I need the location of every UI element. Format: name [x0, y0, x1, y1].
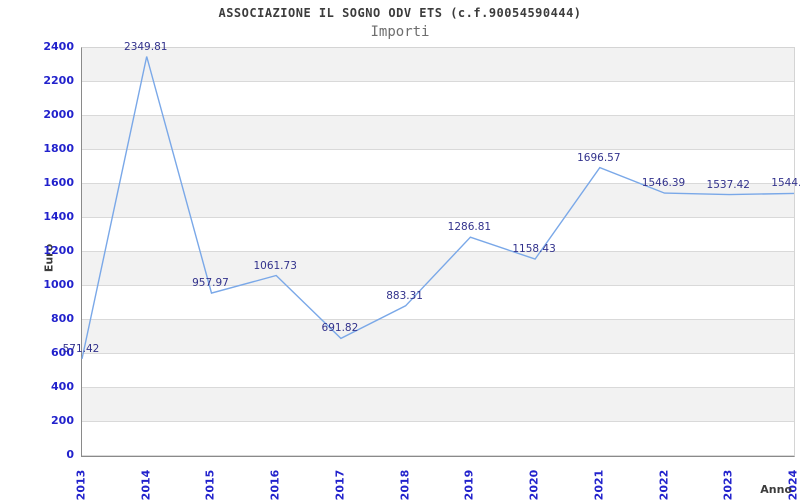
chart-title: ASSOCIAZIONE IL SOGNO ODV ETS (c.f.90054…	[218, 6, 582, 20]
data-point-label: 1696.57	[577, 151, 621, 164]
data-point-label: 1286.81	[447, 221, 492, 234]
plot-area	[81, 47, 795, 457]
y-tick-label: 2000	[43, 108, 74, 121]
y-tick-label: 1800	[43, 142, 74, 155]
line-series-svg	[81, 56, 795, 360]
y-tick-label: 400	[51, 380, 74, 393]
data-point-label: 883.31	[386, 289, 423, 302]
y-tick-label: 600	[51, 346, 74, 359]
y-tick-label: 200	[51, 414, 74, 427]
data-point-label: 957.97	[192, 277, 229, 290]
chart-subtitle: Importi	[370, 24, 430, 40]
y-tick-label: 1200	[43, 244, 74, 257]
y-tick-label: 2200	[43, 74, 74, 87]
y-tick-label: 1000	[43, 278, 74, 291]
data-point-label: 1544.44	[771, 177, 800, 190]
data-point-label: 1537.42	[706, 178, 750, 191]
y-tick-label: 800	[51, 312, 74, 325]
y-tick-label: 2400	[43, 40, 74, 53]
x-axis-title: Anno	[760, 483, 792, 496]
data-point-label: 571.42	[62, 342, 100, 355]
data-point-label: 1546.39	[641, 177, 686, 190]
y-tick-label: 1400	[43, 210, 74, 223]
data-point-label: 1061.73	[253, 259, 297, 272]
data-point-label: 691.82	[321, 322, 359, 335]
importi-line	[81, 56, 795, 360]
data-point-label: 1158.43	[512, 243, 556, 256]
y-tick-label: 1600	[43, 176, 74, 189]
data-point-label: 2349.81	[124, 40, 168, 53]
y-tick-label: 0	[66, 448, 74, 461]
